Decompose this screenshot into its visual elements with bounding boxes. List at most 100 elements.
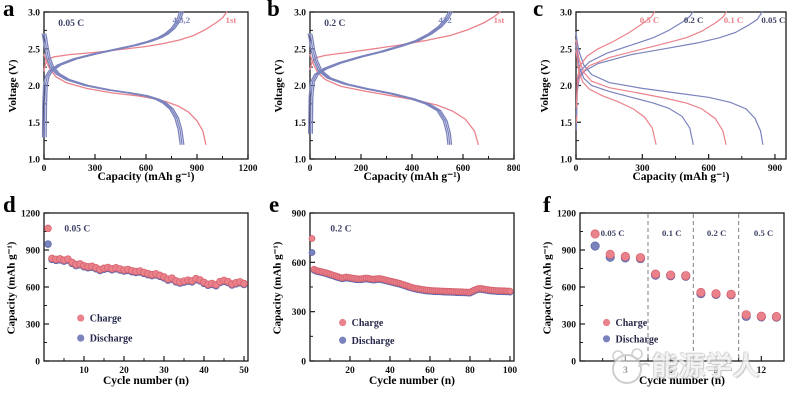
- svg-text:0.1 C: 0.1 C: [724, 15, 744, 25]
- svg-text:0: 0: [308, 164, 313, 174]
- svg-text:2.5: 2.5: [294, 45, 306, 55]
- svg-text:600: 600: [26, 284, 41, 294]
- svg-text:0: 0: [571, 358, 576, 368]
- svg-text:0.2 C: 0.2 C: [324, 19, 345, 29]
- svg-text:40: 40: [385, 366, 395, 376]
- svg-text:Discharge: Discharge: [90, 334, 133, 345]
- svg-text:0.2 C: 0.2 C: [330, 224, 351, 234]
- svg-text:900: 900: [768, 164, 783, 174]
- svg-text:300: 300: [635, 164, 650, 174]
- svg-text:2.5: 2.5: [560, 45, 572, 55]
- svg-text:20: 20: [345, 366, 355, 376]
- svg-text:0.5 C: 0.5 C: [640, 15, 660, 25]
- svg-text:300: 300: [88, 164, 103, 174]
- panel-letter: c: [533, 0, 544, 21]
- svg-text:0: 0: [301, 358, 306, 368]
- svg-text:300: 300: [292, 308, 307, 318]
- svg-text:300: 300: [26, 321, 41, 331]
- svg-text:600: 600: [292, 259, 307, 269]
- svg-text:40: 40: [199, 366, 209, 376]
- svg-text:3.0: 3.0: [560, 9, 572, 19]
- y-axis-title: Capacity (mAh g⁻¹): [271, 241, 284, 335]
- x-axis-title: Capacity (mAh g⁻¹): [632, 171, 730, 183]
- svg-text:600: 600: [456, 164, 471, 174]
- svg-text:2.0: 2.0: [294, 82, 306, 92]
- svg-text:0.05 C: 0.05 C: [64, 224, 90, 234]
- x-axis-title: Capacity (mAh g⁻¹): [97, 171, 195, 183]
- svg-text:1st: 1st: [494, 15, 505, 25]
- y-axis-title: Voltage (V): [273, 59, 285, 113]
- svg-text:300: 300: [562, 321, 577, 331]
- panel-letter: e: [269, 192, 280, 217]
- svg-text:20: 20: [119, 366, 129, 376]
- svg-text:600: 600: [702, 164, 717, 174]
- panel-letter: b: [267, 0, 280, 21]
- svg-text:60: 60: [425, 366, 435, 376]
- x-axis-title: Cycle number (n): [102, 375, 190, 387]
- svg-text:800: 800: [507, 164, 520, 174]
- svg-text:Charge: Charge: [352, 318, 384, 329]
- y-axis-title: Capacity (mAh g⁻¹): [5, 241, 18, 335]
- svg-text:12: 12: [757, 366, 767, 376]
- svg-text:900: 900: [26, 247, 41, 257]
- svg-text:10: 10: [79, 366, 89, 376]
- svg-text:3.0: 3.0: [28, 9, 40, 19]
- svg-text:0.05 C: 0.05 C: [58, 19, 84, 29]
- panel-e: 20 40 60 80 100 0 300 600 900 0.2 C Charge Discharg…: [258, 192, 520, 403]
- svg-text:2.0: 2.0: [560, 82, 572, 92]
- y-axis-title: Capacity (mAh g⁻¹): [541, 241, 554, 335]
- svg-text:30: 30: [159, 366, 169, 376]
- svg-text:0: 0: [42, 164, 47, 174]
- svg-text:6: 6: [668, 366, 673, 376]
- plot-voltage-capacity-rates: 0 300 600 900 1.0 1.5 2.0 2.5 3.0 0.5 C 0.2 C 0.1 C…: [560, 9, 787, 174]
- svg-text:1.5: 1.5: [294, 119, 306, 129]
- svg-text:1.5: 1.5: [28, 119, 40, 129]
- svg-text:0.2 C: 0.2 C: [684, 15, 704, 25]
- svg-text:0.1 C: 0.1 C: [662, 228, 682, 238]
- x-axis-title: Capacity (mAh g⁻¹): [363, 171, 461, 183]
- svg-text:4,3,2: 4,3,2: [173, 15, 191, 25]
- svg-text:1200: 1200: [21, 210, 40, 220]
- svg-text:Charge: Charge: [616, 318, 648, 329]
- panel-c: 0 300 600 900 1.0 1.5 2.0 2.5 3.0 0.5 C 0.2 C 0.1 C…: [520, 0, 800, 196]
- svg-text:0: 0: [35, 358, 40, 368]
- svg-text:1.5: 1.5: [560, 119, 572, 129]
- svg-text:600: 600: [562, 284, 577, 294]
- plot-cycling-0.2C: 20 40 60 80 100 0 300 600 900 0.2 C Charge Discharg…: [292, 210, 518, 377]
- panel-b: 0 200 400 600 800 1.0 1.5 2.0 2.5 3.0 0.2 C 432 1st …: [258, 0, 520, 196]
- svg-text:50: 50: [239, 366, 249, 376]
- svg-text:0: 0: [574, 164, 579, 174]
- panel-a: 0 300 600 900 1200 1.0 1.5 2.0 2.5 3.0 0.05 C 4,3,2…: [0, 0, 258, 196]
- svg-text:1st: 1st: [226, 15, 237, 25]
- panel-letter: d: [3, 192, 16, 217]
- svg-text:0.2 C: 0.2 C: [707, 228, 727, 238]
- svg-text:1.0: 1.0: [560, 156, 572, 166]
- svg-text:1.0: 1.0: [28, 156, 40, 166]
- svg-text:9: 9: [714, 366, 719, 376]
- x-axis-title: Cycle number (n): [638, 375, 726, 387]
- svg-text:Discharge: Discharge: [352, 336, 395, 347]
- svg-text:1.0: 1.0: [294, 156, 306, 166]
- svg-text:900: 900: [190, 164, 205, 174]
- svg-text:Discharge: Discharge: [616, 334, 659, 345]
- svg-text:0.05 C: 0.05 C: [761, 15, 785, 25]
- y-axis-title: Voltage (V): [539, 59, 551, 113]
- svg-text:3.0: 3.0: [294, 9, 306, 19]
- svg-text:1200: 1200: [239, 164, 258, 174]
- svg-text:432: 432: [439, 15, 453, 25]
- svg-text:100: 100: [503, 366, 518, 376]
- panel-f: 3 6 9 12 0 300 600 900 1200 0.05 C 0.1 C 0.2 C 0.5 C…: [520, 192, 800, 403]
- panel-letter: f: [543, 192, 551, 217]
- svg-text:900: 900: [562, 247, 577, 257]
- plot-cycling-0.05C: 10 20 30 40 50 0 300 600 900 1200 0.05 C Charge Disc…: [21, 210, 249, 377]
- svg-text:600: 600: [139, 164, 154, 174]
- svg-text:1200: 1200: [557, 210, 576, 220]
- svg-text:2.5: 2.5: [28, 45, 40, 55]
- svg-text:400: 400: [405, 164, 420, 174]
- panel-letter: a: [3, 0, 15, 21]
- svg-text:2.0: 2.0: [28, 82, 40, 92]
- y-axis-title: Voltage (V): [7, 59, 19, 113]
- svg-text:900: 900: [292, 210, 307, 220]
